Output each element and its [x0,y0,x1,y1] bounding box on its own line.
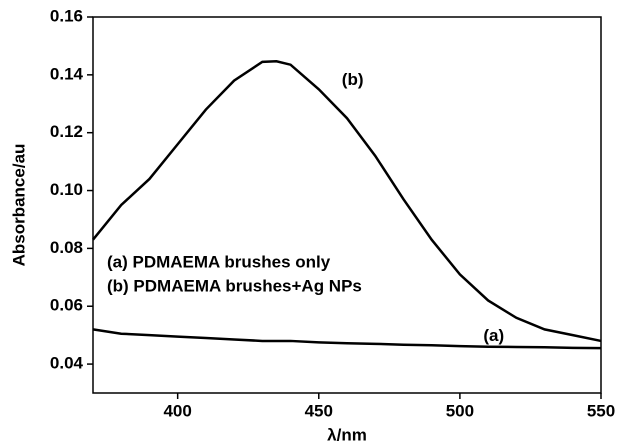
y-tick-label: 0.16 [50,6,83,25]
annotation: (b) [342,70,364,89]
y-tick-label: 0.14 [50,64,84,83]
legend-entry: (b) PDMAEMA brushes+Ag NPs [107,276,362,295]
y-tick-label: 0.08 [50,238,83,257]
y-tick-label: 0.04 [50,354,84,373]
x-tick-label: 400 [163,401,191,420]
plot-frame [92,16,602,394]
x-tick-label: 450 [305,401,333,420]
y-tick-label: 0.06 [50,296,83,315]
y-axis-label: Absorbance/au [9,144,28,267]
data-line [92,328,602,350]
legend-entry: (a) PDMAEMA brushes only [107,252,331,271]
x-axis-label: λ/nm [327,425,367,444]
y-tick-label: 0.12 [50,122,83,141]
data-line [92,59,602,343]
x-tick-label: 550 [587,401,615,420]
x-tick-label: 500 [446,401,474,420]
annotation: (a) [483,326,504,345]
y-tick-label: 0.10 [50,180,83,199]
